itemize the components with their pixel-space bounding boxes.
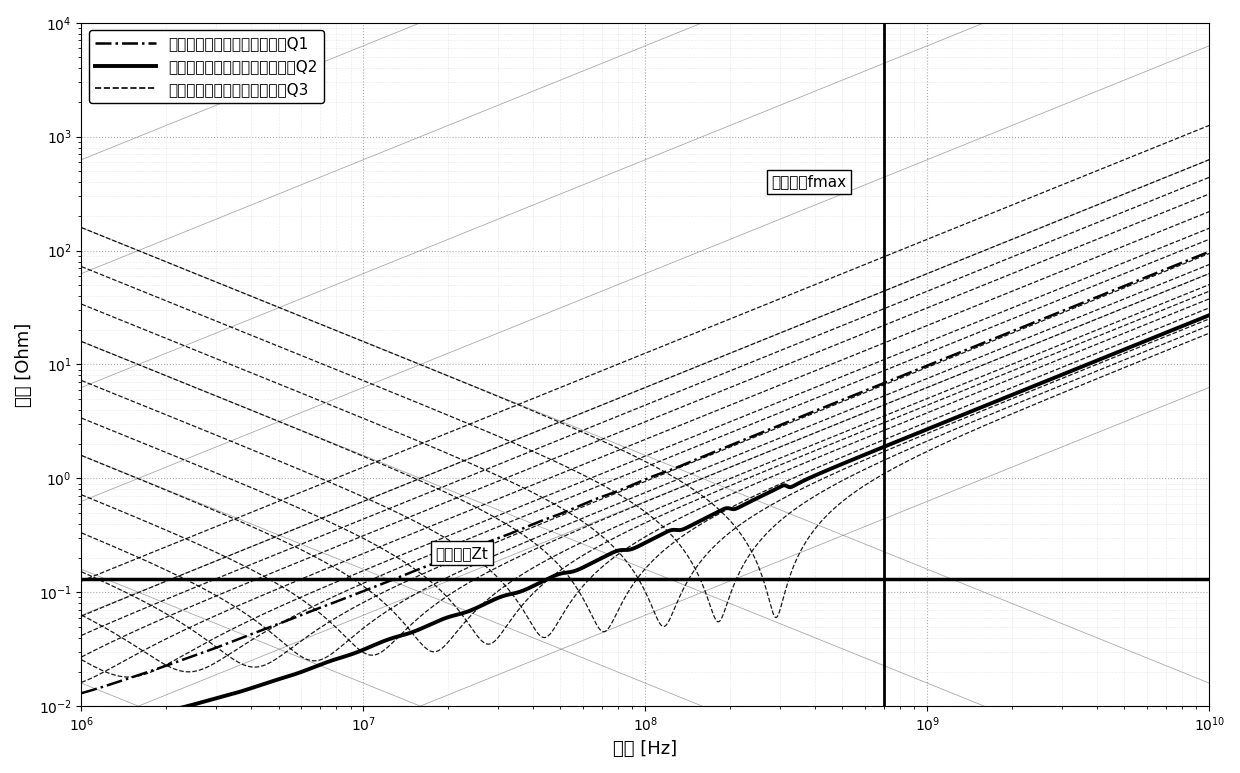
初始的电源分配网络阻抗曲线Q1 bbox=[279, 616, 294, 625]
Text: 目标频率fmax: 目标频率fmax bbox=[771, 175, 847, 189]
优化后的电源分配网络阻抗曲线Q2 bbox=[505, 589, 520, 598]
Y-axis label: 阻抗 [Ohm]: 阻抗 [Ohm] bbox=[15, 322, 33, 407]
优化后的电源分配网络阻抗曲线Q2 bbox=[279, 673, 294, 682]
Legend: 初始的电源分配网络阻抗曲线Q1, 优化后的电源分配网络阻抗曲线Q2, 已选用并联电容器的阻抗曲线Q3: 初始的电源分配网络阻抗曲线Q1, 优化后的电源分配网络阻抗曲线Q2, 已选用并联… bbox=[89, 30, 324, 103]
优化后的电源分配网络阻抗曲线Q2 bbox=[74, 726, 89, 735]
Line: 初始的电源分配网络阻抗曲线Q1: 初始的电源分配网络阻抗曲线Q1 bbox=[82, 252, 1209, 693]
优化后的电源分配网络阻抗曲线Q2 bbox=[750, 493, 765, 502]
Text: 目标阻抗Zt: 目标阻抗Zt bbox=[435, 546, 489, 561]
初始的电源分配网络阻抗曲线Q1 bbox=[915, 363, 930, 372]
优化后的电源分配网络阻抗曲线Q2 bbox=[1202, 311, 1216, 320]
初始的电源分配网络阻抗曲线Q1 bbox=[807, 407, 822, 416]
初始的电源分配网络阻抗曲线Q1 bbox=[74, 689, 89, 698]
X-axis label: 频率 [Hz]: 频率 [Hz] bbox=[614, 740, 677, 758]
优化后的电源分配网络阻抗曲线Q2 bbox=[1001, 392, 1016, 401]
Line: 优化后的电源分配网络阻抗曲线Q2: 优化后的电源分配网络阻抗曲线Q2 bbox=[82, 315, 1209, 730]
初始的电源分配网络阻抗曲线Q1 bbox=[750, 430, 765, 439]
初始的电源分配网络阻抗曲线Q1 bbox=[505, 528, 520, 537]
初始的电源分配网络阻抗曲线Q1 bbox=[1202, 247, 1216, 257]
初始的电源分配网络阻抗曲线Q1 bbox=[1001, 328, 1016, 337]
优化后的电源分配网络阻抗曲线Q2 bbox=[915, 426, 930, 435]
优化后的电源分配网络阻抗曲线Q2 bbox=[807, 471, 822, 480]
